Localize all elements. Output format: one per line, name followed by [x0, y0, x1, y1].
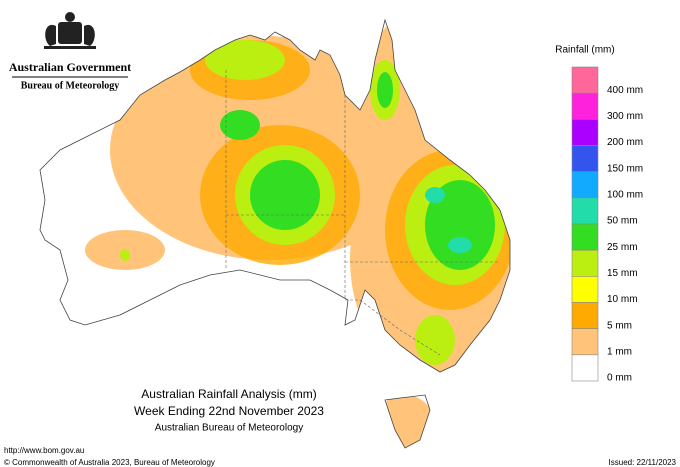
government-name: Australian Government — [9, 60, 131, 74]
legend: 400 mm 300 mm 200 mm 150 mm 100 mm 50 mm 25 mm… — [571, 66, 643, 384]
legend-label: 150 mm — [607, 163, 643, 174]
legend-swatch — [571, 66, 599, 94]
state-borders — [225, 70, 500, 356]
agency-name: Bureau of Meteorology — [21, 80, 120, 91]
legend-swatch — [571, 145, 599, 172]
legend-swatch — [571, 302, 599, 329]
legend-label: 300 mm — [607, 111, 643, 122]
map-credit: Australian Bureau of Meteorology — [155, 423, 303, 434]
legend-title: Rainfall (mm) — [555, 45, 614, 56]
legend-swatch — [571, 328, 599, 356]
legend-swatch — [571, 276, 599, 303]
footer-copyright: © Commonwealth of Australia 2023, Bureau… — [4, 458, 215, 467]
legend-label: 15 mm — [607, 268, 638, 279]
footer-issued: Issued: 22/11/2023 — [609, 458, 677, 467]
legend-swatch — [571, 197, 599, 225]
legend-label: 200 mm — [607, 137, 643, 148]
legend-swatch — [571, 249, 599, 277]
map-subtitle: Week Ending 22nd November 2023 — [134, 404, 324, 418]
legend-label: 50 mm — [607, 216, 638, 227]
legend-label: 100 mm — [607, 189, 643, 200]
legend-swatch — [571, 223, 599, 251]
crest — [44, 12, 96, 49]
legend-swatch — [571, 92, 599, 120]
legend-swatch — [571, 119, 599, 146]
legend-label: 10 mm — [607, 294, 638, 305]
map-title: Australian Rainfall Analysis (mm) — [141, 387, 316, 401]
legend-swatch — [571, 171, 599, 199]
legend-label: 0 mm — [607, 373, 632, 384]
legend-label: 25 mm — [607, 242, 638, 253]
legend-swatch — [571, 354, 599, 382]
legend-label: 400 mm — [607, 85, 643, 96]
legend-label: 1 mm — [607, 346, 632, 357]
coastline — [39, 18, 511, 449]
footer-url: http://www.bom.gov.au — [4, 446, 84, 455]
legend-label: 5 mm — [607, 320, 632, 331]
